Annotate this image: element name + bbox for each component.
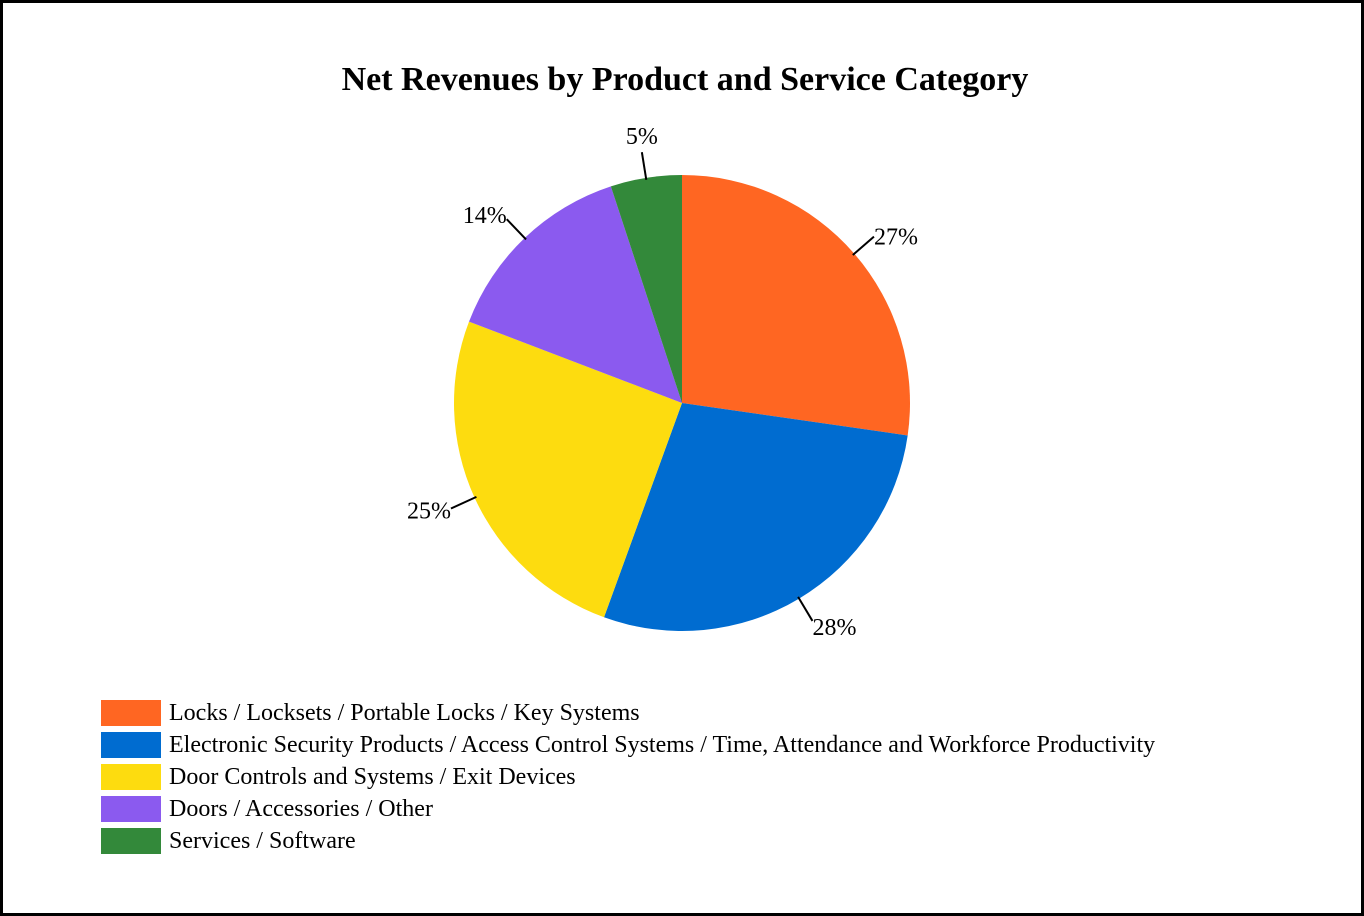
pie-slice — [604, 403, 908, 631]
pie-slice — [610, 175, 682, 403]
legend-swatch — [101, 732, 161, 758]
leader-line — [852, 235, 875, 256]
legend-swatch — [101, 764, 161, 790]
slice-data-label: 5% — [626, 124, 658, 150]
legend-label: Door Controls and Systems / Exit Devices — [169, 763, 576, 790]
slice-data-label: 28% — [812, 615, 856, 641]
slice-data-label: 14% — [463, 203, 507, 229]
legend-item: Locks / Locksets / Portable Locks / Key … — [101, 697, 1155, 729]
leader-line — [505, 218, 527, 241]
legend-item: Services / Software — [101, 825, 1155, 857]
legend-swatch — [101, 700, 161, 726]
legend-item: Electronic Security Products / Access Co… — [101, 729, 1155, 761]
pie-slice — [469, 186, 682, 403]
chart-title: Net Revenues by Product and Service Cate… — [341, 61, 1029, 98]
leader-line — [797, 596, 814, 622]
chart-legend: Locks / Locksets / Portable Locks / Key … — [101, 697, 1155, 857]
leader-line — [450, 495, 477, 510]
pie-chart: 27% 28% 25% 14% 5% — [407, 124, 918, 641]
legend-item: Doors / Accessories / Other — [101, 793, 1155, 825]
legend-label: Services / Software — [169, 827, 356, 854]
slice-data-label: 27% — [874, 225, 918, 251]
pie-slice — [453, 321, 682, 618]
leader-line — [640, 152, 648, 180]
slice-data-label: 25% — [407, 499, 451, 525]
legend-swatch — [101, 828, 161, 854]
pie-slice — [682, 175, 910, 436]
legend-swatch — [101, 796, 161, 822]
legend-label: Doors / Accessories / Other — [169, 795, 433, 822]
legend-label: Locks / Locksets / Portable Locks / Key … — [169, 699, 640, 726]
legend-item: Door Controls and Systems / Exit Devices — [101, 761, 1155, 793]
legend-label: Electronic Security Products / Access Co… — [169, 731, 1156, 758]
